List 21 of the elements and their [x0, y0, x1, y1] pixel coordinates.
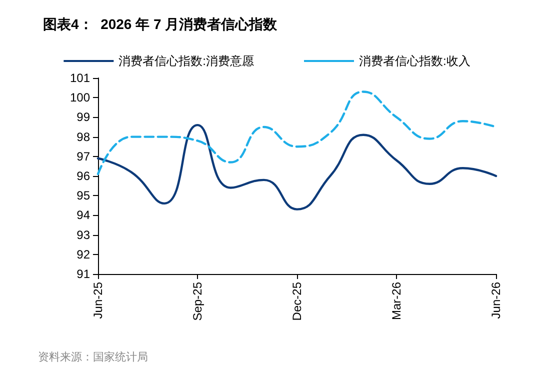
chart-title: 图表4： 2026 年 7 月消费者信心指数: [43, 16, 278, 32]
y-tick-label: 94: [76, 208, 90, 222]
y-tick-label: 97: [76, 149, 90, 164]
y-tick-label: 93: [76, 228, 90, 242]
y-tick-label: 95: [76, 188, 90, 203]
x-tick-label: Sep-25: [190, 282, 204, 321]
x-tick-label: Mar-26: [390, 282, 404, 320]
y-tick-label: 92: [76, 247, 90, 262]
y-tick-label: 99: [76, 110, 90, 124]
legend-label: 消费者信心指数:收入: [359, 54, 470, 68]
y-tick-label: 98: [76, 130, 90, 144]
y-tick-label: 101: [70, 71, 90, 85]
text: 资料来源：国家统计局: [38, 350, 148, 364]
legend-label: 消费者信心指数:消费意愿: [118, 54, 254, 68]
x-tick-label: Jun-26: [489, 282, 503, 319]
x-tick-label: Jun-25: [91, 282, 105, 319]
x-tick-label: Dec-25: [290, 282, 304, 321]
y-tick-label: 96: [76, 169, 90, 183]
y-tick-label: 91: [76, 267, 90, 281]
y-tick-label: 100: [70, 90, 90, 105]
line-series: [96, 124, 498, 210]
